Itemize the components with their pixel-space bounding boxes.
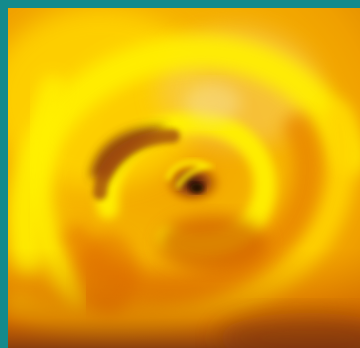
core-highlight: [165, 159, 216, 189]
brown-crescent-edge: [93, 129, 180, 200]
vortex-core: [163, 161, 223, 205]
cream-patch: [185, 83, 241, 123]
core-center: [190, 183, 204, 193]
swirl-image: [8, 8, 360, 348]
swirl-vortex-graphic: [8, 8, 360, 348]
bottom-right-shade: [218, 313, 360, 348]
